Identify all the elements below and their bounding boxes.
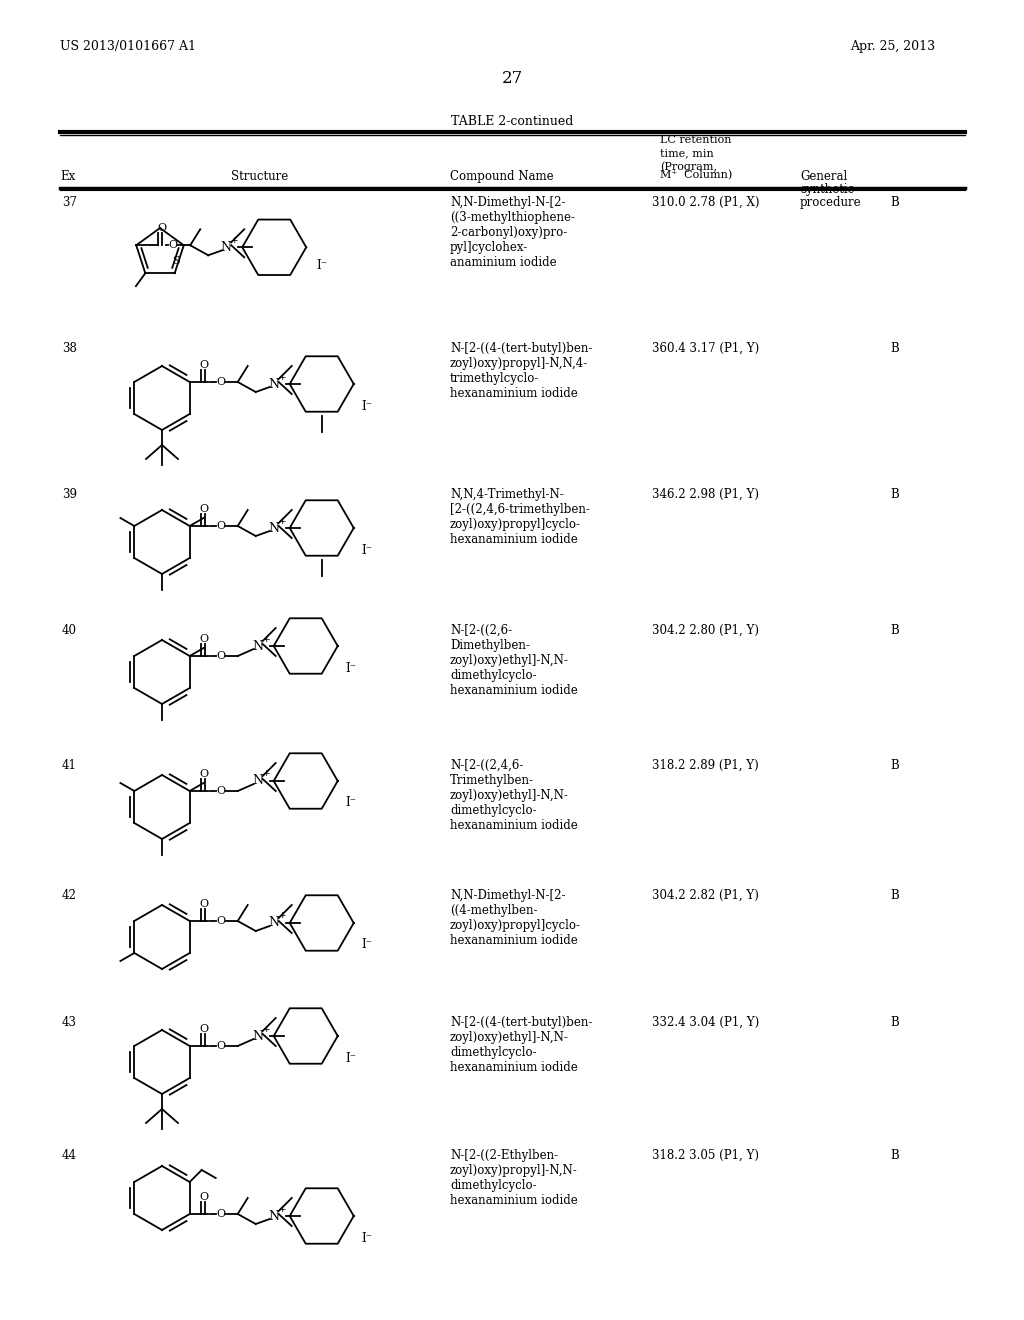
Text: N-[2-((4-(tert-butyl)ben-
zoyl)oxy)ethyl]-N,N-
dimethylcyclo-
hexanaminium iodid: N-[2-((4-(tert-butyl)ben- zoyl)oxy)ethyl… bbox=[450, 1016, 592, 1074]
Text: Structure: Structure bbox=[231, 170, 289, 183]
Text: B: B bbox=[890, 759, 899, 772]
Text: I⁻: I⁻ bbox=[361, 544, 373, 557]
Text: 27: 27 bbox=[502, 70, 522, 87]
Text: O: O bbox=[199, 770, 208, 779]
Text: +: + bbox=[278, 372, 286, 381]
Text: N-[2-((2,6-
Dimethylben-
zoyl)oxy)ethyl]-N,N-
dimethylcyclo-
hexanaminium iodide: N-[2-((2,6- Dimethylben- zoyl)oxy)ethyl]… bbox=[450, 624, 578, 697]
Text: O: O bbox=[216, 521, 225, 531]
Text: 360.4 3.17 (P1, Y): 360.4 3.17 (P1, Y) bbox=[652, 342, 759, 355]
Text: N-[2-((2-Ethylben-
zoyl)oxy)propyl]-N,N-
dimethylcyclo-
hexanaminium iodide: N-[2-((2-Ethylben- zoyl)oxy)propyl]-N,N-… bbox=[450, 1148, 578, 1206]
Text: I⁻: I⁻ bbox=[361, 1232, 373, 1245]
Text: N-[2-((2,4,6-
Trimethylben-
zoyl)oxy)ethyl]-N,N-
dimethylcyclo-
hexanaminium iod: N-[2-((2,4,6- Trimethylben- zoyl)oxy)eth… bbox=[450, 759, 578, 832]
Text: O: O bbox=[216, 1041, 225, 1051]
Text: +: + bbox=[230, 236, 238, 244]
Text: N: N bbox=[268, 521, 280, 535]
Text: I⁻: I⁻ bbox=[361, 400, 373, 412]
Text: (Program,: (Program, bbox=[660, 161, 717, 172]
Text: B: B bbox=[890, 488, 899, 502]
Text: 38: 38 bbox=[62, 342, 77, 355]
Text: synthetic: synthetic bbox=[800, 183, 854, 195]
Text: I⁻: I⁻ bbox=[346, 796, 356, 809]
Text: O: O bbox=[216, 1209, 225, 1218]
Text: I⁻: I⁻ bbox=[346, 1052, 356, 1064]
Text: 310.0 2.78 (P1, X): 310.0 2.78 (P1, X) bbox=[652, 195, 760, 209]
Text: 41: 41 bbox=[62, 759, 77, 772]
Text: 304.2 2.80 (P1, Y): 304.2 2.80 (P1, Y) bbox=[652, 624, 759, 638]
Text: I⁻: I⁻ bbox=[361, 939, 373, 952]
Text: +: + bbox=[278, 1204, 286, 1213]
Text: N,N,4-Trimethyl-N-
[2-((2,4,6-trimethylben-
zoyl)oxy)propyl]cyclo-
hexanaminium : N,N,4-Trimethyl-N- [2-((2,4,6-trimethylb… bbox=[450, 488, 590, 546]
Text: O: O bbox=[199, 504, 208, 513]
Text: O: O bbox=[199, 1192, 208, 1203]
Text: Ex: Ex bbox=[60, 170, 75, 183]
Text: 39: 39 bbox=[62, 488, 77, 502]
Text: M⁺  Column): M⁺ Column) bbox=[660, 170, 732, 181]
Text: Apr. 25, 2013: Apr. 25, 2013 bbox=[850, 40, 935, 53]
Text: N,N-Dimethyl-N-[2-
((4-methylben-
zoyl)oxy)propyl]cyclo-
hexanaminium iodide: N,N-Dimethyl-N-[2- ((4-methylben- zoyl)o… bbox=[450, 888, 581, 946]
Text: 42: 42 bbox=[62, 888, 77, 902]
Text: Compound Name: Compound Name bbox=[450, 170, 554, 183]
Text: TABLE 2-continued: TABLE 2-continued bbox=[451, 115, 573, 128]
Text: O: O bbox=[216, 785, 225, 796]
Text: N,N-Dimethyl-N-[2-
((3-methylthiophene-
2-carbonyl)oxy)pro-
pyl]cyclohex-
anamin: N,N-Dimethyl-N-[2- ((3-methylthiophene- … bbox=[450, 195, 575, 269]
Text: N: N bbox=[221, 240, 231, 253]
Text: S: S bbox=[172, 256, 180, 267]
Text: N: N bbox=[252, 775, 263, 788]
Text: N-[2-((4-(tert-butyl)ben-
zoyl)oxy)propyl]-N,N,4-
trimethylcyclo-
hexanaminium i: N-[2-((4-(tert-butyl)ben- zoyl)oxy)propy… bbox=[450, 342, 592, 400]
Text: B: B bbox=[890, 1148, 899, 1162]
Text: O: O bbox=[199, 634, 208, 644]
Text: O: O bbox=[216, 378, 225, 387]
Text: B: B bbox=[890, 1016, 899, 1030]
Text: General: General bbox=[800, 170, 847, 183]
Text: 40: 40 bbox=[62, 624, 77, 638]
Text: O: O bbox=[216, 916, 225, 927]
Text: I⁻: I⁻ bbox=[316, 259, 328, 272]
Text: 44: 44 bbox=[62, 1148, 77, 1162]
Text: 318.2 2.89 (P1, Y): 318.2 2.89 (P1, Y) bbox=[652, 759, 759, 772]
Text: N: N bbox=[252, 639, 263, 652]
Text: +: + bbox=[262, 1024, 269, 1034]
Text: 304.2 2.82 (P1, Y): 304.2 2.82 (P1, Y) bbox=[652, 888, 759, 902]
Text: B: B bbox=[890, 195, 899, 209]
Text: LC retention: LC retention bbox=[660, 135, 731, 145]
Text: O: O bbox=[199, 360, 208, 370]
Text: +: + bbox=[262, 770, 269, 779]
Text: procedure: procedure bbox=[800, 195, 861, 209]
Text: N: N bbox=[268, 378, 280, 391]
Text: +: + bbox=[262, 635, 269, 644]
Text: time, min: time, min bbox=[660, 148, 714, 158]
Text: O: O bbox=[169, 240, 178, 251]
Text: 37: 37 bbox=[62, 195, 77, 209]
Text: N: N bbox=[252, 1030, 263, 1043]
Text: 346.2 2.98 (P1, Y): 346.2 2.98 (P1, Y) bbox=[652, 488, 759, 502]
Text: I⁻: I⁻ bbox=[346, 661, 356, 675]
Text: O: O bbox=[158, 223, 167, 234]
Text: O: O bbox=[216, 651, 225, 661]
Text: 43: 43 bbox=[62, 1016, 77, 1030]
Text: B: B bbox=[890, 888, 899, 902]
Text: 332.4 3.04 (P1, Y): 332.4 3.04 (P1, Y) bbox=[652, 1016, 759, 1030]
Text: B: B bbox=[890, 624, 899, 638]
Text: N: N bbox=[268, 916, 280, 929]
Text: 318.2 3.05 (P1, Y): 318.2 3.05 (P1, Y) bbox=[652, 1148, 759, 1162]
Text: +: + bbox=[278, 516, 286, 525]
Text: N: N bbox=[268, 1209, 280, 1222]
Text: +: + bbox=[278, 912, 286, 920]
Text: B: B bbox=[890, 342, 899, 355]
Text: O: O bbox=[199, 1024, 208, 1034]
Text: O: O bbox=[199, 899, 208, 909]
Text: US 2013/0101667 A1: US 2013/0101667 A1 bbox=[60, 40, 196, 53]
